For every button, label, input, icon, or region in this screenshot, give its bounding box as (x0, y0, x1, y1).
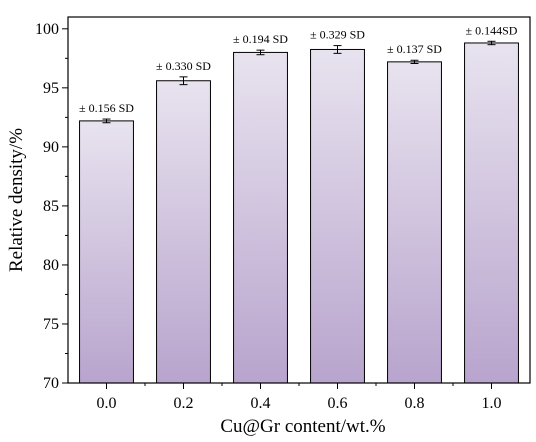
error-bar (102, 118, 111, 124)
data-label: ± 0.194 SD (233, 32, 288, 46)
y-tick-label: 90 (43, 139, 59, 156)
x-tick-label: 0.8 (405, 395, 425, 412)
bar-0.4 (233, 51, 288, 384)
bar-1.0 (464, 42, 519, 384)
y-tick-label: 80 (43, 257, 59, 274)
bar-0.2 (156, 80, 211, 384)
bar-0.8 (387, 61, 442, 384)
x-tick-label: 0.0 (97, 395, 117, 412)
bar-0.6 (310, 48, 365, 384)
y-tick-label: 75 (43, 316, 59, 333)
x-tick-label: 0.4 (251, 395, 271, 412)
y-tick-label: 95 (43, 80, 59, 97)
x-tick-label: 0.2 (174, 395, 194, 412)
bars-layer: ± 0.156 SD ± 0.330 SD ± 0.194 SD ± 0.329 SD… (79, 23, 519, 384)
error-bar (487, 40, 496, 46)
data-label: ± 0.144SD (466, 23, 518, 37)
axes-layer: 70 75 80 85 90 95 100 0.0 0.2 0.4 0.6 0.8 1.0 (35, 16, 531, 412)
data-label: ± 0.156 SD (79, 101, 134, 115)
x-tick-label: 0.6 (328, 395, 348, 412)
y-tick-label: 70 (43, 375, 59, 392)
error-bar (333, 45, 342, 54)
error-bar (179, 76, 188, 86)
error-bar (410, 59, 419, 64)
data-label: ± 0.137 SD (387, 42, 442, 56)
data-label: ± 0.330 SD (156, 59, 211, 73)
y-axis-title: Relative density/% (6, 128, 27, 272)
y-tick-label: 85 (43, 198, 59, 215)
bar-0.0 (79, 120, 134, 384)
x-tick-label: 1.0 (482, 395, 502, 412)
y-tick-label: 100 (35, 21, 59, 38)
data-label: ± 0.329 SD (310, 28, 365, 42)
plot-frame (67, 16, 531, 384)
x-axis-title: Cu@Gr content/wt.% (220, 416, 385, 437)
error-bar (256, 49, 265, 56)
